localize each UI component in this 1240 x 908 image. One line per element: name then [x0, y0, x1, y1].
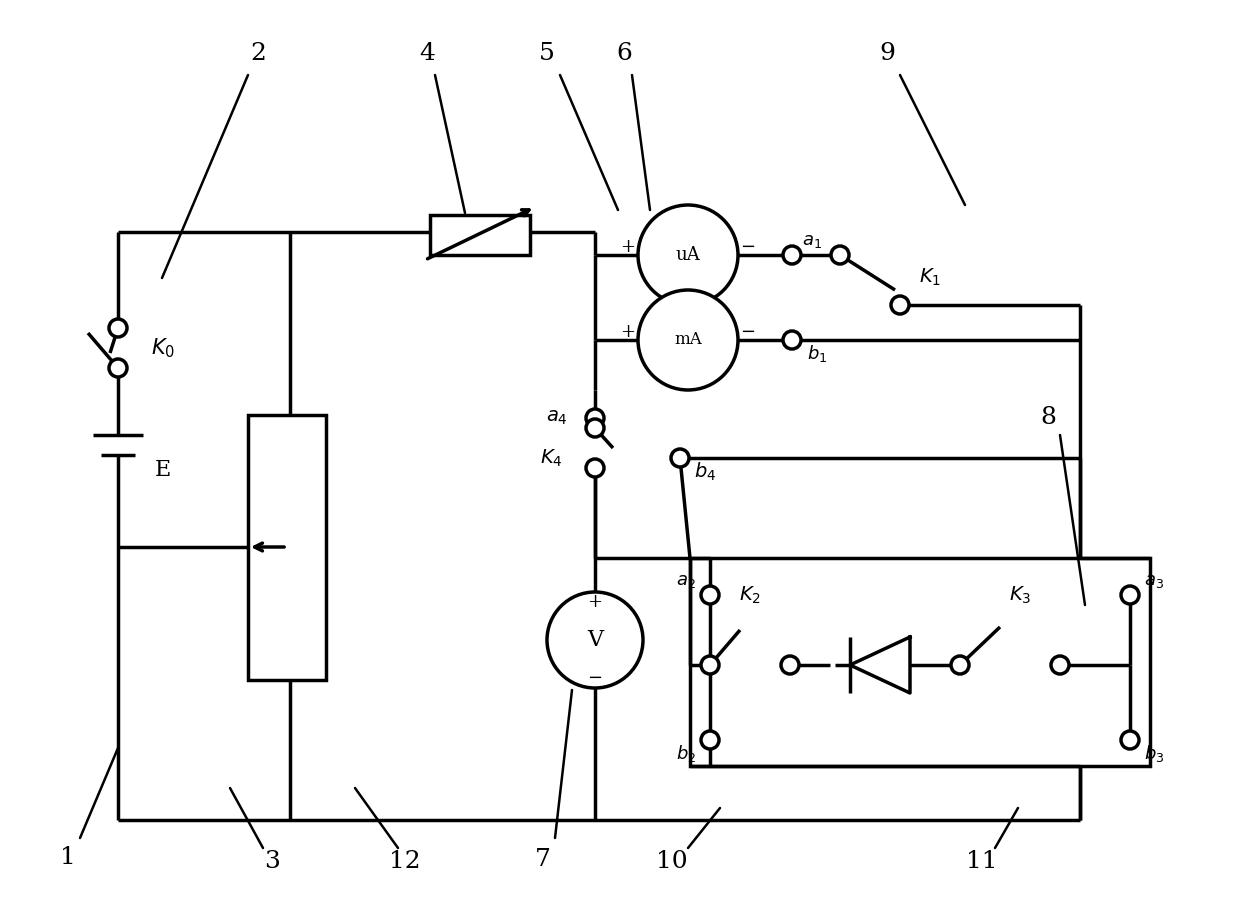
Circle shape	[639, 290, 738, 390]
Bar	[430, 215, 529, 255]
Circle shape	[671, 449, 689, 467]
Circle shape	[587, 459, 604, 477]
Circle shape	[1121, 586, 1140, 604]
Text: $a_1$: $a_1$	[802, 232, 822, 250]
Text: 8: 8	[1040, 407, 1056, 429]
Circle shape	[701, 656, 719, 674]
Circle shape	[587, 409, 604, 427]
Text: −: −	[740, 238, 755, 256]
Bar	[689, 558, 1149, 766]
Text: 4: 4	[419, 42, 435, 64]
Text: −: −	[588, 669, 603, 687]
Circle shape	[782, 331, 801, 349]
Text: 7: 7	[536, 848, 551, 872]
Text: $K_2$: $K_2$	[739, 585, 761, 606]
Text: $K_0$: $K_0$	[151, 336, 175, 360]
Circle shape	[701, 586, 719, 604]
Text: 1: 1	[60, 846, 76, 870]
Text: 3: 3	[264, 851, 280, 873]
Circle shape	[587, 419, 604, 437]
Circle shape	[1052, 656, 1069, 674]
Circle shape	[782, 246, 801, 264]
Circle shape	[547, 592, 644, 688]
Text: 6: 6	[616, 42, 632, 64]
Circle shape	[701, 731, 719, 749]
Text: $b_1$: $b_1$	[807, 343, 827, 364]
Circle shape	[639, 205, 738, 305]
Bar	[248, 415, 326, 680]
Text: $a_3$: $a_3$	[1145, 572, 1164, 590]
Circle shape	[109, 359, 126, 377]
Text: $a_4$: $a_4$	[546, 409, 568, 427]
Text: $b_4$: $b_4$	[694, 461, 717, 483]
Text: 2: 2	[250, 42, 265, 64]
Text: 11: 11	[966, 851, 998, 873]
Text: $a_2$: $a_2$	[676, 572, 696, 590]
Text: $b_3$: $b_3$	[1143, 744, 1164, 765]
Text: 5: 5	[539, 42, 556, 64]
Text: $b_2$: $b_2$	[676, 744, 696, 765]
Text: E: E	[155, 459, 171, 481]
Circle shape	[1121, 731, 1140, 749]
Text: 10: 10	[656, 851, 688, 873]
Text: +: +	[588, 593, 603, 611]
Circle shape	[781, 656, 799, 674]
Circle shape	[109, 319, 126, 337]
Text: $K_4$: $K_4$	[539, 448, 562, 469]
Text: +: +	[620, 323, 635, 341]
Circle shape	[951, 656, 968, 674]
Text: uA: uA	[676, 246, 701, 264]
Circle shape	[892, 296, 909, 314]
Text: V: V	[587, 629, 603, 651]
Text: mA: mA	[675, 331, 702, 349]
Text: 9: 9	[879, 42, 895, 64]
Text: −: −	[740, 323, 755, 341]
Text: $K_1$: $K_1$	[919, 266, 941, 288]
Text: 12: 12	[389, 851, 420, 873]
Circle shape	[831, 246, 849, 264]
Text: $K_3$: $K_3$	[1009, 585, 1032, 606]
Text: +: +	[620, 238, 635, 256]
